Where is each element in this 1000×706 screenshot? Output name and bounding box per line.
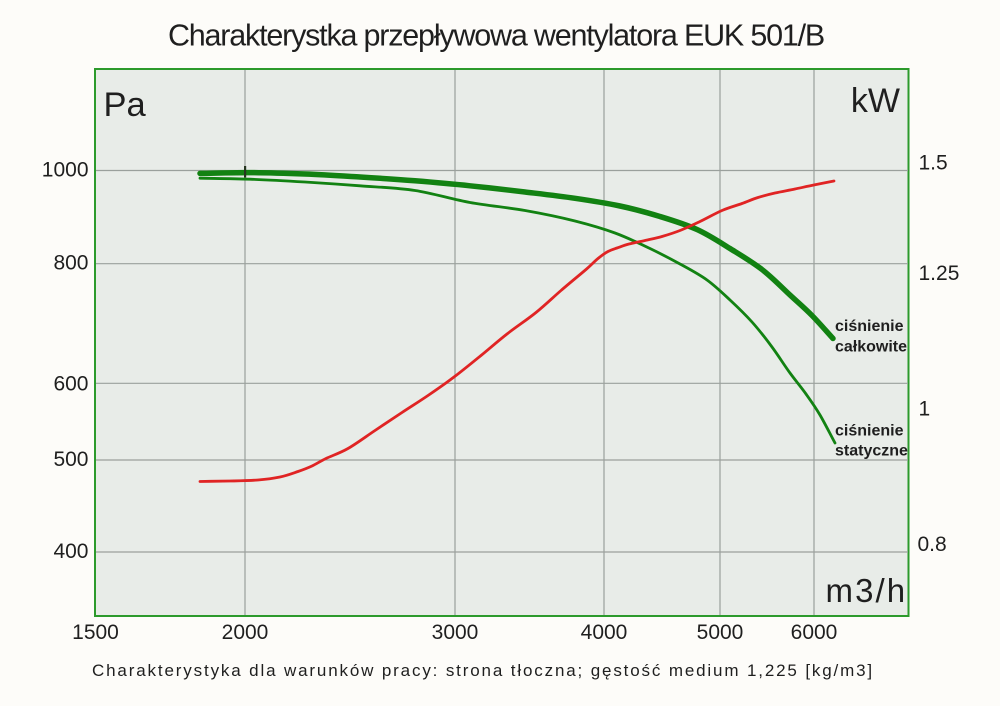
svg-text:0.8: 0.8 — [918, 533, 947, 556]
svg-text:całkowite: całkowite — [835, 339, 907, 356]
svg-text:500: 500 — [53, 448, 88, 471]
svg-text:Charakterystyka dla warunków p: Charakterystyka dla warunków pracy: stro… — [92, 661, 874, 680]
svg-text:1.5: 1.5 — [919, 152, 948, 175]
svg-text:1000: 1000 — [42, 159, 89, 182]
svg-text:2000: 2000 — [222, 621, 269, 644]
svg-text:1: 1 — [919, 398, 931, 421]
svg-text:Charakterystka przepływowa wen: Charakterystka przepływowa wentylatora E… — [168, 19, 824, 53]
svg-text:1.25: 1.25 — [919, 262, 960, 285]
svg-text:5000: 5000 — [697, 621, 744, 644]
svg-text:ciśnienie: ciśnienie — [835, 318, 904, 335]
svg-text:1500: 1500 — [72, 621, 119, 644]
svg-text:400: 400 — [53, 540, 88, 563]
svg-text:statyczne: statyczne — [835, 443, 908, 460]
svg-text:kW: kW — [851, 82, 900, 120]
svg-text:ciśnienie: ciśnienie — [835, 423, 904, 440]
svg-text:3000: 3000 — [432, 621, 479, 644]
svg-text:600: 600 — [53, 373, 88, 396]
svg-text:Pa: Pa — [104, 86, 147, 124]
svg-text:800: 800 — [53, 252, 88, 275]
svg-text:6000: 6000 — [791, 621, 838, 644]
svg-text:m3/h: m3/h — [826, 572, 908, 609]
svg-text:4000: 4000 — [581, 621, 628, 644]
